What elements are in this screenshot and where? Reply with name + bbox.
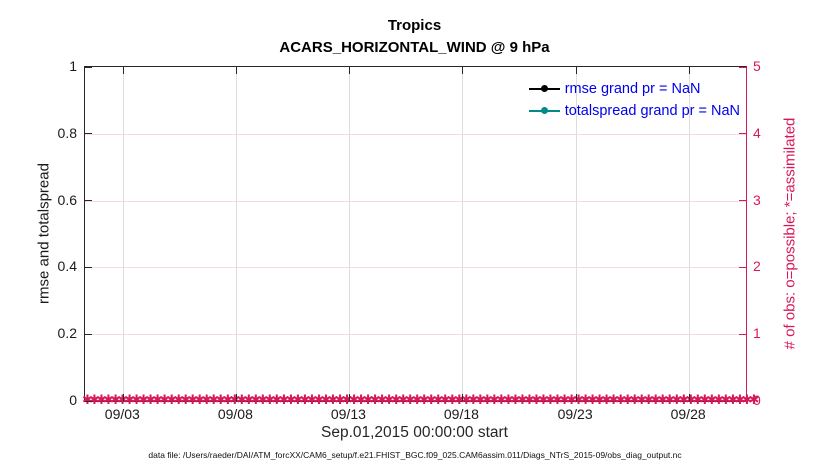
plot-area: ✱ ✱ ✱ ✱ ✱ ✱ ✱ ✱ ✱ ✱ ✱ ✱ ✱ ✱ ✱ ✱ ✱ ✱ ✱ ✱ ✱ ✱ ✱ ✱ ✱ ✱ ✱ ✱ ✱ ✱ ✱ ✱ ✱ ✱ ✱ ✱ ✱ ✱ ✱ ✱… xyxy=(82,66,759,407)
vertical-gridline xyxy=(236,67,238,401)
right-y-axis-label: # of obs: o=possible; *=assimilated xyxy=(781,117,799,350)
data-file-caption: data file: /Users/raeder/DAI/ATM_forcXX/… xyxy=(148,450,682,460)
x-tick-mark-bottom xyxy=(576,394,578,401)
left-y-tick-label: 0.6 xyxy=(57,191,77,208)
y-tick-mark-right xyxy=(739,200,746,202)
x-tick-mark-bottom xyxy=(689,394,691,401)
vertical-gridline xyxy=(123,67,125,401)
y-tick-mark-right xyxy=(739,333,746,335)
legend-label: totalspread grand pr = NaN xyxy=(564,102,740,119)
x-tick-label: 09/03 xyxy=(104,406,140,422)
left-y-tick-label: 1 xyxy=(69,58,77,74)
vertical-gridline xyxy=(576,67,578,401)
y-tick-mark-right xyxy=(739,66,746,68)
x-axis-label: Sep.01,2015 00:00:00 start xyxy=(320,424,508,441)
y-tick-mark-left xyxy=(85,133,92,135)
right-y-tick-label: 4 xyxy=(753,124,761,141)
legend: rmse grand pr = NaN totalspread grand pr … xyxy=(528,79,740,120)
x-tick-mark-top xyxy=(462,67,464,74)
x-tick-mark-bottom xyxy=(349,394,351,401)
x-tick-label: 09/08 xyxy=(217,406,253,422)
right-y-tick-label: 1 xyxy=(753,325,761,342)
x-tick-mark-top xyxy=(576,67,578,74)
y-tick-mark-left xyxy=(85,266,92,268)
left-y-tick-label: 0.4 xyxy=(57,258,77,275)
x-tick-mark-top xyxy=(236,67,238,74)
vertical-gridline xyxy=(462,67,464,401)
x-tick-label: 09/23 xyxy=(557,406,593,422)
legend-label: rmse grand pr = NaN xyxy=(564,80,701,97)
x-tick-label: 09/13 xyxy=(330,406,366,422)
y-tick-mark-left xyxy=(85,200,92,202)
x-tick-mark-bottom xyxy=(123,394,125,401)
right-y-tick-label: 5 xyxy=(753,58,761,74)
right-y-tick-label: 0 xyxy=(753,392,761,408)
chart-subtitle: ACARS_HORIZONTAL_WIND @ 9 hPa xyxy=(279,39,550,56)
x-tick-mark-bottom xyxy=(462,394,464,401)
horizontal-gridline xyxy=(85,200,746,202)
legend-line-marker-icon xyxy=(528,84,560,93)
vertical-gridline xyxy=(689,67,691,401)
y-tick-mark-left xyxy=(85,333,92,335)
legend-item: totalspread grand pr = NaN xyxy=(528,101,740,120)
x-tick-label: 09/28 xyxy=(670,406,706,422)
x-tick-mark-top xyxy=(689,67,691,74)
x-tick-label: 09/18 xyxy=(443,406,479,422)
horizontal-gridline xyxy=(85,267,746,269)
y-tick-mark-left xyxy=(85,400,92,402)
legend-item: rmse grand pr = NaN xyxy=(528,79,740,98)
vertical-gridline xyxy=(349,67,351,401)
legend-line-marker-icon xyxy=(528,106,560,115)
horizontal-gridline xyxy=(85,133,746,135)
left-y-tick-label: 0 xyxy=(69,392,77,408)
y-tick-mark-right xyxy=(739,400,746,402)
y-tick-mark-left xyxy=(85,66,92,68)
y-tick-mark-right xyxy=(739,133,746,135)
left-y-axis-label: rmse and totalspread xyxy=(35,163,53,304)
y-tick-mark-right xyxy=(739,266,746,268)
x-tick-mark-bottom xyxy=(236,394,238,401)
x-tick-mark-top xyxy=(349,67,351,74)
right-y-tick-label: 2 xyxy=(753,258,761,275)
horizontal-gridline xyxy=(85,334,746,336)
x-tick-mark-top xyxy=(123,67,125,74)
right-y-tick-label: 3 xyxy=(753,191,761,208)
left-y-tick-label: 0.2 xyxy=(57,325,77,342)
left-y-tick-label: 0.8 xyxy=(57,124,77,141)
chart-title: Tropics xyxy=(387,17,442,34)
obs-count-marker-band: ✱ ✱ ✱ ✱ ✱ ✱ ✱ ✱ ✱ ✱ ✱ ✱ ✱ ✱ ✱ ✱ ✱ ✱ ✱ ✱ ✱ ✱ ✱ ✱ ✱ ✱ ✱ ✱ ✱ ✱ ✱ ✱ ✱ ✱ ✱ ✱ ✱ ✱ ✱ ✱… xyxy=(82,393,760,408)
